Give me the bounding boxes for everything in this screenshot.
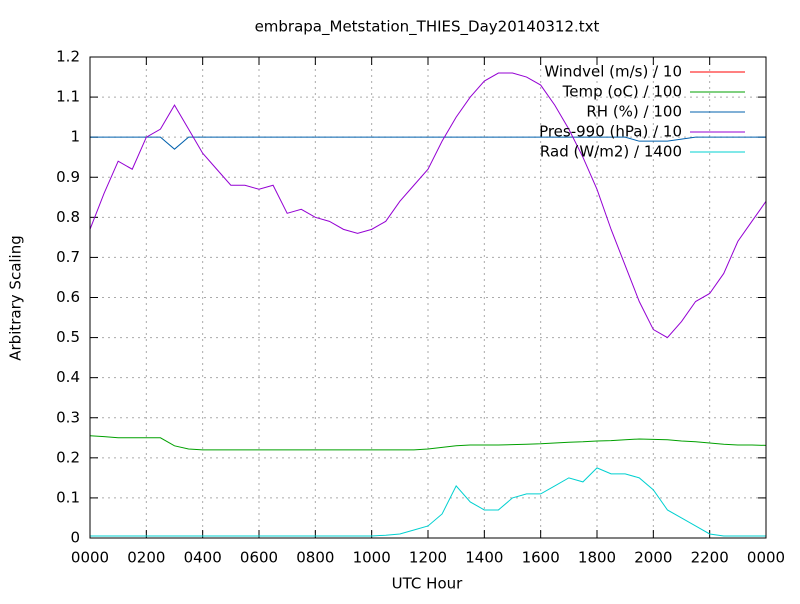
x-axis-label: UTC Hour xyxy=(392,575,463,593)
y-tick-label: 1 xyxy=(70,128,80,146)
y-tick-label: 1.1 xyxy=(56,88,80,106)
y-tick-label: 1.2 xyxy=(56,48,80,66)
x-tick-label: 1600 xyxy=(522,549,560,567)
data-line xyxy=(90,136,766,150)
data-line xyxy=(89,435,767,451)
y-tick-label: 0.8 xyxy=(56,208,80,226)
y-tick-label: 0.7 xyxy=(56,248,80,266)
x-tick-label: 2200 xyxy=(691,549,729,567)
legend-label: RH (%) / 100 xyxy=(586,103,682,121)
x-tick-label: 0600 xyxy=(240,549,278,567)
x-tick-label: 0000 xyxy=(747,549,785,567)
chart-title: embrapa_Metstation_THIES_Day20140312.txt xyxy=(255,18,600,37)
y-tick-label: 0 xyxy=(70,529,80,547)
legend-label: Windvel (m/s) / 10 xyxy=(544,63,682,81)
x-tick-label: 1400 xyxy=(465,549,503,567)
data-line xyxy=(90,467,766,537)
legend-label: Rad (W/m2) / 1400 xyxy=(540,143,682,161)
y-tick-label: 0.1 xyxy=(56,488,80,506)
y-tick-label: 0.3 xyxy=(56,408,80,426)
legend-label: Pres-990 (hPa) / 10 xyxy=(539,123,682,141)
x-tick-label: 0800 xyxy=(296,549,334,567)
x-tick-label: 1200 xyxy=(409,549,447,567)
y-tick-label: 0.9 xyxy=(56,168,80,186)
x-tick-label: 0000 xyxy=(71,549,109,567)
x-tick-label: 2000 xyxy=(634,549,672,567)
x-tick-label: 0200 xyxy=(127,549,165,567)
x-tick-label: 1800 xyxy=(578,549,616,567)
plot-border xyxy=(89,56,767,539)
legend-label: Temp (oC) / 100 xyxy=(562,83,682,101)
data-line xyxy=(89,72,767,339)
x-tick-label: 0400 xyxy=(184,549,222,567)
x-tick-label: 1000 xyxy=(353,549,391,567)
y-tick-label: 0.6 xyxy=(56,288,80,306)
y-axis-label: Arbitrary Scaling xyxy=(7,235,25,361)
y-tick-label: 0.2 xyxy=(56,448,80,466)
y-tick-label: 0.4 xyxy=(56,368,80,386)
y-tick-label: 0.5 xyxy=(56,328,80,346)
